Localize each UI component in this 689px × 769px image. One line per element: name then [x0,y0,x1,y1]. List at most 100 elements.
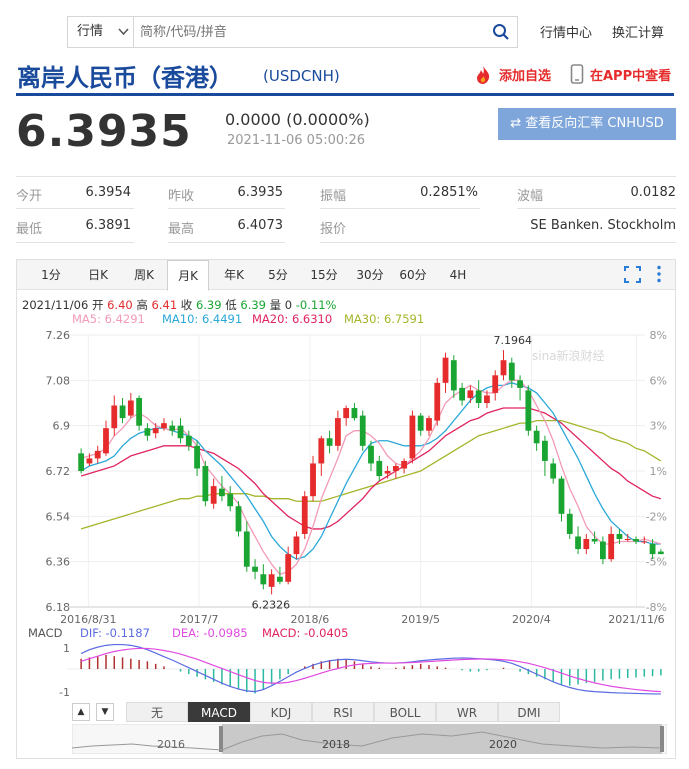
indicator-tab-macd[interactable]: MACD [188,702,250,722]
y-right-tick-label: 3% [650,420,667,433]
candle-body [318,438,325,464]
swap-icon: ⇄ [510,116,526,131]
period-tabs: 1分 日K 周K 月K 年K 5分 15分 30分 60分 4H [17,260,675,291]
info-low-label: 低 [225,298,237,312]
ma20-label: MA20: 6.6310 [252,312,333,326]
x-axis-tick-label: 2018/6 [291,613,330,625]
candle-body [78,453,85,471]
y-axis-tick-label: 6.54 [46,510,71,523]
fx-calc-link[interactable]: 换汇计算 [612,26,665,41]
tab-4h[interactable]: 4H [449,268,467,282]
quotes-center-link[interactable]: 行情中心 [540,26,593,41]
indicator-tab-rsi[interactable]: RSI [312,702,374,722]
candle-body [359,415,366,446]
candle-body [210,486,217,504]
more-menu-icon[interactable] [657,265,661,287]
candle-body [641,541,648,543]
tab-yearly[interactable]: 年K [224,268,244,282]
candle-body [152,428,159,434]
ma30-line [80,419,662,530]
candle-body [525,390,532,431]
stat-label: 最高 [168,222,195,237]
candle-body [583,539,590,550]
symbol-code: (USDCNH) [263,67,340,85]
add-watchlist-link[interactable]: 添加自选 [499,69,552,84]
candle-body [392,465,399,471]
flame-icon[interactable] [473,65,493,89]
tab-60min[interactable]: 60分 [399,268,427,282]
navigator-left-handle[interactable] [219,726,223,752]
info-pct: -0.11% [295,298,337,312]
tab-1min[interactable]: 1分 [41,268,61,282]
tab-30min[interactable]: 30分 [356,268,384,282]
candle-body [575,536,581,550]
stat-value: 6.3891 [85,218,132,233]
navigator-selection[interactable] [222,724,662,754]
macd-chart[interactable]: 1 -1 [17,638,675,700]
kline-chart[interactable]: 7.26 8% 7.08 6% 6.9 3% 6.72 1% 6.54 -2% 6.36 -5% 6.1… [17,325,675,625]
candle-body [484,395,490,403]
ma5-label: MA5: 6.4291 [72,312,145,326]
fullscreen-icon[interactable] [624,266,641,287]
tab-daily[interactable]: 日K [88,268,108,282]
search-icon[interactable] [492,23,510,41]
stat-value: 0.0182 [630,185,677,200]
candle-body [111,405,118,429]
indicator-tab-wr[interactable]: WR [436,702,498,722]
scroll-down-button[interactable]: ▼ [96,703,114,721]
tab-weekly[interactable]: 周K [134,268,154,282]
candle-body [268,574,275,587]
candle-body [633,539,639,542]
y-right-tick-label: 8% [650,329,667,342]
tab-15min[interactable]: 15分 [310,268,338,282]
y-right-tick-label: -2% [646,510,667,523]
stats-divider [168,208,285,209]
candle-body [599,541,606,560]
stat-value: 6.4073 [237,218,284,233]
dea-line [80,647,661,693]
candle-body [566,513,573,534]
candle-body [409,415,416,459]
tab-5min[interactable]: 5分 [268,268,288,282]
candle-body [103,428,109,454]
indicator-tab-dmi[interactable]: DMI [498,702,560,722]
scroll-up-button[interactable]: ▲ [72,703,90,721]
candle-body [624,539,631,540]
stat-label: 波幅 [517,189,544,204]
stat-label: 报价 [320,222,347,237]
candle-body [508,362,515,381]
navigator-year-label: 2018 [322,738,350,751]
dea-label: DEA: -0.0985 [172,626,248,640]
indicator-tab-none[interactable]: 无 [126,702,188,722]
market-select[interactable]: 行情 [68,17,134,47]
candle-body [119,405,126,419]
candle-body [252,566,258,572]
candle-body [86,458,93,464]
candle-body [459,387,465,401]
ma20-line [80,407,662,530]
tab-monthly[interactable]: 月K [167,260,209,291]
x-axis-tick-label: 2021/11/6 [608,613,664,625]
candle-body [550,463,557,479]
reverse-rate-button[interactable]: ⇄ 查看反向汇率 CNHUSD [498,108,676,140]
y-axis-tick-label: 6.18 [46,601,71,614]
candle-body [144,428,151,436]
stat-label: 昨收 [168,189,195,204]
y-axis-tick-label: 7.08 [46,374,71,387]
phone-icon[interactable] [570,64,584,88]
view-in-app-link[interactable]: 在APP中查看 [590,69,672,84]
candle-body [616,533,623,539]
search-input[interactable] [140,22,470,42]
chevron-down-icon [118,17,129,59]
min-price-annotation: 6.2326 [252,598,291,611]
navigator-year-label: 2016 [157,738,185,751]
macd-label: MACD: -0.0405 [262,626,349,640]
indicator-tab-boll[interactable]: BOLL [374,702,436,722]
candle-body [136,397,143,426]
dif-line [80,643,661,695]
range-navigator[interactable]: 2016 2018 2020 [72,724,667,754]
page-title: 离岸人民币（香港） [17,64,233,92]
indicator-tab-kdj[interactable]: KDJ [250,702,312,722]
x-axis-tick-label: 2016/8/31 [60,613,116,625]
navigator-right-handle[interactable] [660,726,664,752]
